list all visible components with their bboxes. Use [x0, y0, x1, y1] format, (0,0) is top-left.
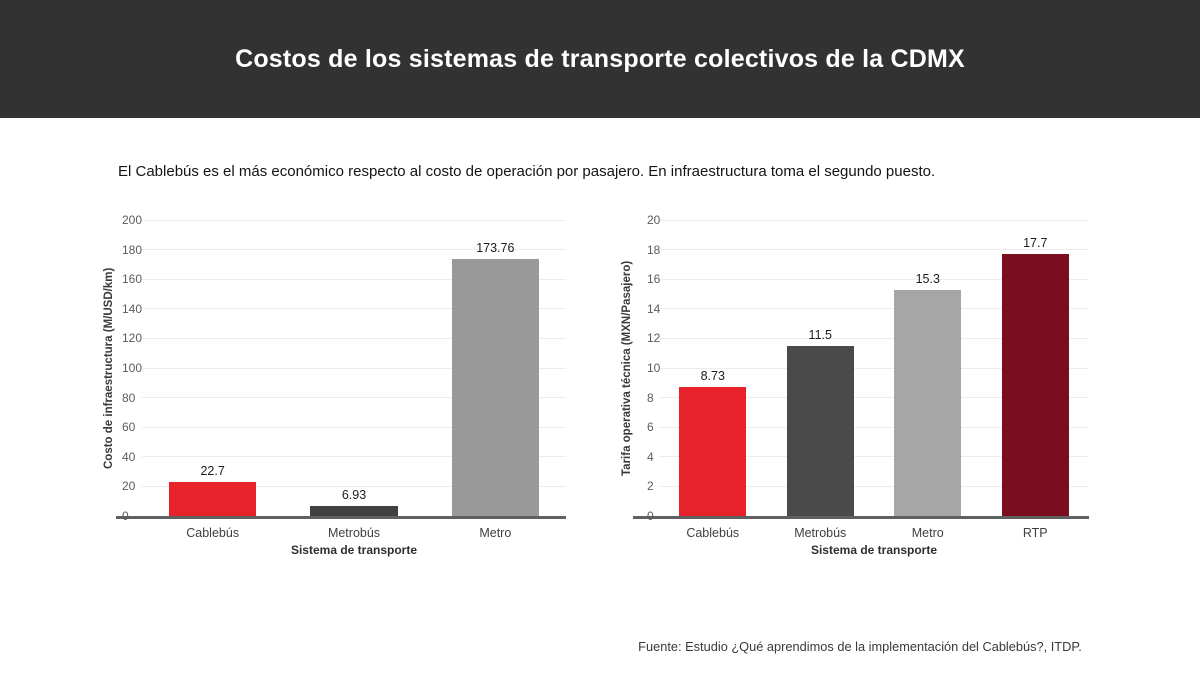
- x-category-label-cablebus: Cablebús: [186, 526, 240, 540]
- gridline: [659, 485, 1089, 487]
- plot-area: Cablebús Metrobús Metro 0 20 40 60 80 100 120 140…: [116, 213, 566, 540]
- y-axis-title: Tarifa operativa técnica (MXN/Pasajero): [621, 260, 633, 476]
- category-labels-row: Cablebús Metrobús Metro: [142, 526, 566, 540]
- value-label-cablebus: 22.7: [200, 464, 225, 479]
- bar-rtp: [1001, 254, 1069, 516]
- value-label-metro: 15.3: [915, 271, 940, 286]
- y-tick-label: 60: [122, 420, 136, 435]
- y-tick-label: 100: [122, 361, 143, 375]
- y-tick-label: 12: [647, 331, 661, 346]
- gridline: [142, 485, 566, 487]
- x-category-label-metrobus: Metrobús: [794, 526, 847, 540]
- value-label-metro: 173.76: [476, 240, 515, 255]
- gridline: [659, 397, 1089, 399]
- y-tick-label: 180: [122, 242, 143, 257]
- source-attribution: Fuente: Estudio ¿Qué aprendimos de la im…: [638, 638, 1082, 654]
- x-category-label-cablebus: Cablebús: [686, 526, 740, 540]
- gridline: [659, 249, 1089, 251]
- y-tick-label: 0: [647, 509, 654, 523]
- x-axis-title: Sistema de transporte: [290, 543, 418, 557]
- y-tick-label: 40: [122, 449, 136, 464]
- y-tick-label: 18: [647, 242, 661, 257]
- y-tick-label: 160: [122, 272, 143, 287]
- y-tick-label: 10: [647, 361, 661, 375]
- bar-cablebus: [168, 482, 257, 516]
- x-category-label-rtp: RTP: [1022, 526, 1048, 540]
- y-tick-label: 20: [647, 213, 661, 227]
- y-tick-label: 200: [122, 213, 143, 227]
- gridline: [659, 308, 1089, 310]
- gridline: [142, 426, 566, 428]
- value-label-metrobus: 11.5: [808, 327, 832, 342]
- y-tick-label: 2: [647, 479, 654, 494]
- y-tick-label: 140: [122, 301, 143, 316]
- plot-area: Cablebús Metrobús Metro RTP 0 2 4 6 8 10 12 14 16 18…: [633, 213, 1089, 540]
- x-category-label-metro: Metro: [911, 526, 944, 540]
- y-tick-label: 6: [647, 420, 654, 435]
- header-band: Costos de los sistemas de transporte col…: [0, 0, 1200, 118]
- y-tick-label: 120: [122, 331, 143, 346]
- gridline: [659, 337, 1089, 339]
- gridline: [142, 337, 566, 339]
- y-tick-label: 80: [122, 390, 136, 405]
- category-labels-row: Cablebús Metrobús Metro RTP: [659, 526, 1089, 540]
- bar-metro: [451, 258, 540, 516]
- gridline: [659, 278, 1089, 280]
- gridline: [142, 219, 566, 221]
- gridline: [142, 308, 566, 310]
- gridline: [659, 426, 1089, 428]
- chart-subtitle: El Cablebús es el más económico respecto…: [118, 163, 936, 180]
- gridline: [142, 456, 566, 458]
- value-label-cablebus: 8.73: [700, 368, 725, 383]
- gridline: [142, 367, 566, 369]
- gridline: [142, 278, 566, 280]
- gridline: [142, 397, 566, 399]
- gridline: [659, 456, 1089, 458]
- gridline: [659, 219, 1089, 221]
- y-tick-label: 14: [647, 301, 661, 316]
- x-category-label-metrobus: Metrobús: [327, 526, 381, 540]
- gridline: [659, 367, 1089, 369]
- bar-metrobus: [310, 505, 398, 516]
- x-axis-title: Sistema de transporte: [810, 543, 938, 557]
- y-tick-label: 0: [122, 509, 129, 523]
- bar-metrobus: [786, 345, 854, 516]
- x-axis-line: [633, 516, 1089, 519]
- gridline: [142, 249, 566, 251]
- y-tick-label: 4: [647, 449, 654, 464]
- value-label-rtp: 17.7: [1023, 236, 1048, 251]
- y-tick-label: 8: [647, 390, 654, 405]
- y-tick-label: 20: [122, 479, 136, 494]
- page-title: Costos de los sistemas de transporte col…: [235, 44, 965, 73]
- x-category-label-metro: Metro: [479, 526, 512, 540]
- bar-cablebus: [679, 386, 747, 516]
- x-axis-line: [116, 516, 566, 519]
- value-label-metrobus: 6.93: [341, 487, 367, 502]
- y-tick-label: 16: [647, 272, 661, 287]
- bar-metro: [894, 289, 962, 516]
- y-axis-title: Costo de infraestructura (M/USD/km): [103, 267, 115, 469]
